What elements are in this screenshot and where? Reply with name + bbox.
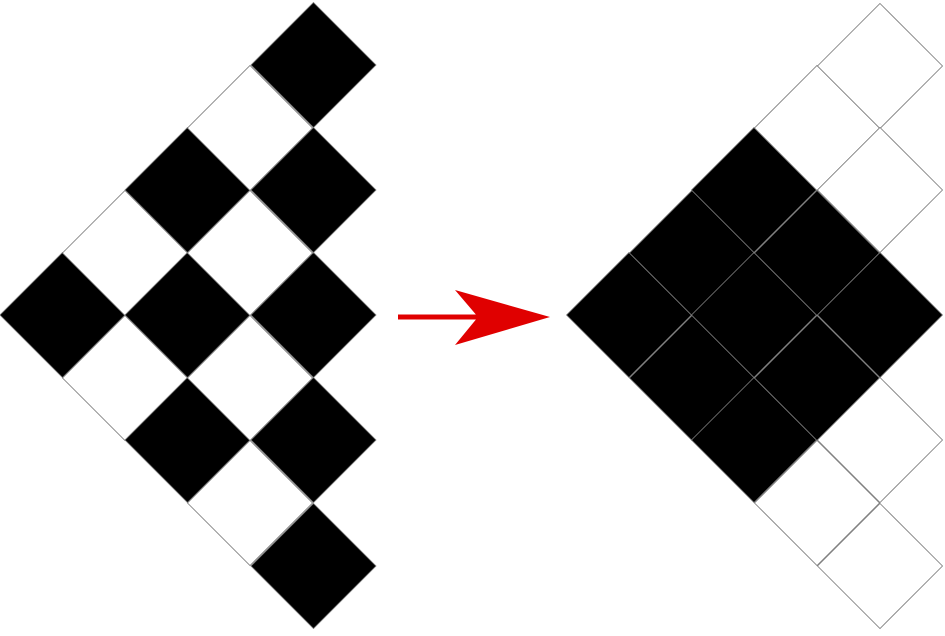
right-cell-13 xyxy=(816,376,944,504)
right-cell-12 xyxy=(753,439,881,567)
left-cell-12 xyxy=(186,439,314,567)
left-checkerboard-figure xyxy=(0,1,377,630)
arrow-head-icon xyxy=(455,290,550,345)
transformation-arrow xyxy=(398,290,550,345)
left-cell-13 xyxy=(250,376,377,504)
left-cell-14 xyxy=(250,502,377,630)
right-solid-figure xyxy=(565,2,944,630)
right-cell-14 xyxy=(816,502,944,630)
